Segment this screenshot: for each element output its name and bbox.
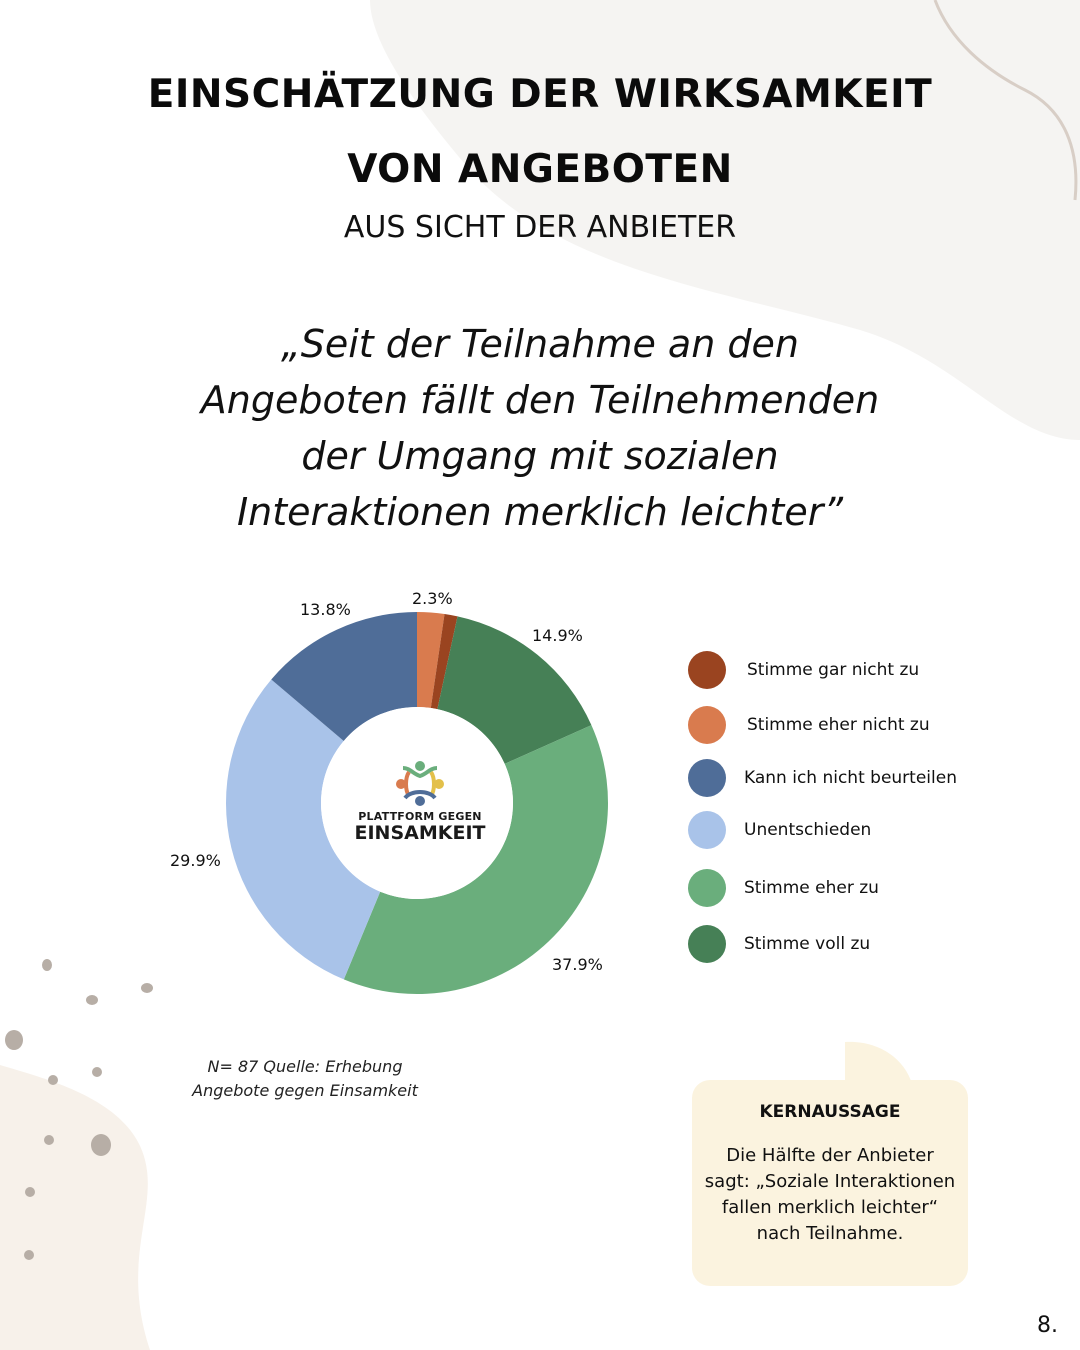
page-number: 8. [1037, 1313, 1058, 1338]
legend-item-stimme-eher-nicht-zu: Stimme eher nicht zu [688, 705, 930, 745]
key-message-title: KERNAUSSAGE [759, 1102, 901, 1122]
logo: PLATTFORM GEGEN EINSAMKEIT [352, 760, 488, 843]
donut-slice-stimme-eher-nicht-zu [417, 612, 445, 709]
legend-swatch [688, 706, 726, 744]
quote-line: der Umgang mit sozialen [301, 434, 779, 478]
data-label-stimme-voll-zu: 14.9% [532, 626, 583, 645]
key-message-line: nach Teilnahme. [756, 1223, 904, 1244]
page-title-line1: EINSCHÄTZUNG DER WIRKSAMKEIT [147, 72, 933, 117]
donut-slice-stimme-voll-zu [437, 616, 592, 764]
data-label-stimme-eher-nicht-zu: 2.3% [412, 589, 453, 608]
quote-block: „Seit der Teilnahme an den Angeboten fäl… [90, 316, 990, 540]
data-label-kann-ich-nicht-beurteilen: 13.8% [300, 600, 351, 619]
dot [42, 959, 52, 971]
key-message-text: Die Hälfte der Anbieter sagt: „Soziale I… [704, 1143, 956, 1247]
legend-swatch [688, 811, 726, 849]
dot [91, 1134, 111, 1156]
beige-blob-bottom-left [0, 1065, 150, 1350]
donut-slice-stimme-eher-zu [343, 725, 608, 994]
logo-mark-icon [396, 761, 444, 806]
legend-swatch [688, 759, 726, 797]
tan-line-top-right [933, 0, 1078, 201]
legend-label: Unentschieden [744, 820, 872, 840]
donut-slice-stimme-gar-nicht-zu [430, 613, 458, 710]
logo-text-line2: EINSAMKEIT [354, 822, 486, 844]
dot [48, 1075, 58, 1085]
page-subtitle: AUS SICHT DER ANBIETER [343, 210, 737, 245]
page-title-line2: VON ANGEBOTEN [347, 147, 733, 192]
dot [141, 983, 153, 993]
data-label-unentschieden: 29.9% [170, 851, 221, 870]
quote-line: Interaktionen merklich leichter” [236, 490, 844, 534]
key-message-line: Die Hälfte der Anbieter [726, 1145, 934, 1166]
legend-swatch [688, 651, 726, 689]
key-message-line: fallen merklich leichter“ [721, 1197, 939, 1218]
dot [25, 1187, 35, 1197]
legend-swatch [688, 869, 726, 907]
legend-label: Stimme gar nicht zu [747, 660, 920, 680]
dot [92, 1067, 102, 1077]
key-message-box: KERNAUSSAGE Die Hälfte der Anbieter sagt… [692, 1080, 968, 1286]
donut-slice-unentschieden [225, 679, 381, 980]
legend-label: Stimme eher zu [744, 878, 879, 898]
donut-slice-kann-ich-nicht-beurteilen [271, 612, 417, 741]
data-label-stimme-eher-zu: 37.9% [552, 955, 603, 974]
legend-item-stimme-voll-zu: Stimme voll zu [688, 924, 870, 964]
legend-item-stimme-gar-nicht-zu: Stimme gar nicht zu [688, 650, 919, 690]
source-line: N= 87 Quelle: Erhebung [207, 1057, 403, 1076]
dot [5, 1030, 23, 1050]
source-note: N= 87 Quelle: Erhebung Angebote gegen Ei… [160, 1055, 450, 1103]
legend-item-kann-ich-nicht-beurteilen: Kann ich nicht beurteilen [688, 758, 957, 798]
quote-line: Angeboten fällt den Teilnehmenden [200, 378, 880, 422]
legend-swatch [688, 925, 726, 963]
quote-line: „Seit der Teilnahme an den [281, 322, 799, 366]
source-line: Angebote gegen Einsamkeit [192, 1081, 418, 1100]
legend-label: Stimme voll zu [744, 934, 871, 954]
legend-label: Kann ich nicht beurteilen [744, 768, 957, 788]
dot [44, 1135, 54, 1145]
legend-item-unentschieden: Unentschieden [688, 810, 871, 850]
dot [86, 995, 98, 1005]
logo-text-line1: PLATTFORM GEGEN [358, 810, 482, 823]
key-message-line: sagt: „Soziale Interaktionen [704, 1171, 956, 1192]
legend-label: Stimme eher nicht zu [747, 715, 930, 735]
beige-blob-top-right [370, 0, 1080, 440]
dot [24, 1250, 34, 1260]
legend-item-stimme-eher-zu: Stimme eher zu [688, 868, 879, 908]
cream-blob-top-key [845, 1041, 912, 1084]
